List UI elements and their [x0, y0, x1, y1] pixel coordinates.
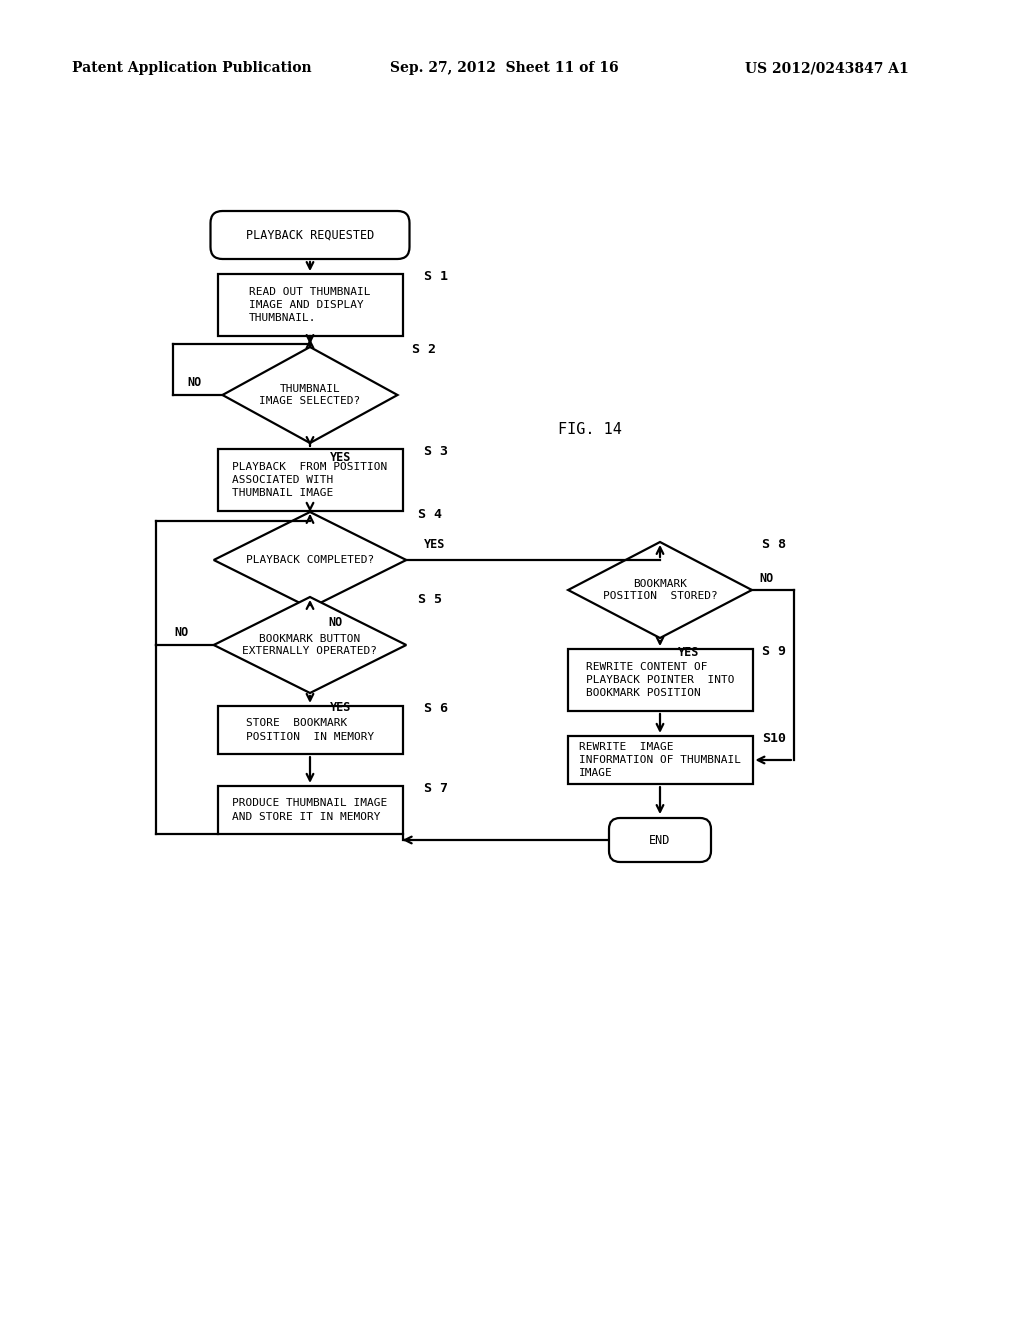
- Polygon shape: [568, 543, 752, 638]
- Text: S 9: S 9: [763, 645, 786, 657]
- Polygon shape: [214, 597, 407, 693]
- Text: YES: YES: [330, 701, 351, 714]
- Text: READ OUT THUMBNAIL
IMAGE AND DISPLAY
THUMBNAIL.: READ OUT THUMBNAIL IMAGE AND DISPLAY THU…: [249, 286, 371, 323]
- Text: THUMBNAIL
IMAGE SELECTED?: THUMBNAIL IMAGE SELECTED?: [259, 384, 360, 405]
- Text: PLAYBACK REQUESTED: PLAYBACK REQUESTED: [246, 228, 374, 242]
- Bar: [567, 649, 753, 711]
- Text: PRODUCE THUMBNAIL IMAGE
AND STORE IT IN MEMORY: PRODUCE THUMBNAIL IMAGE AND STORE IT IN …: [232, 799, 388, 821]
- Text: S 4: S 4: [418, 508, 442, 521]
- Polygon shape: [222, 347, 397, 444]
- Bar: [217, 275, 402, 337]
- Text: BOOKMARK BUTTON
EXTERNALLY OPERATED?: BOOKMARK BUTTON EXTERNALLY OPERATED?: [243, 634, 378, 656]
- FancyBboxPatch shape: [609, 818, 711, 862]
- Text: S 5: S 5: [418, 593, 442, 606]
- Text: S 1: S 1: [425, 271, 449, 282]
- Text: STORE  BOOKMARK
POSITION  IN MEMORY: STORE BOOKMARK POSITION IN MEMORY: [246, 718, 374, 742]
- Text: Sep. 27, 2012  Sheet 11 of 16: Sep. 27, 2012 Sheet 11 of 16: [390, 61, 618, 75]
- Bar: [217, 706, 402, 754]
- Text: US 2012/0243847 A1: US 2012/0243847 A1: [745, 61, 908, 75]
- Text: REWRITE CONTENT OF
PLAYBACK POINTER  INTO
BOOKMARK POSITION: REWRITE CONTENT OF PLAYBACK POINTER INTO…: [586, 661, 734, 698]
- Text: YES: YES: [678, 645, 699, 659]
- Text: S 3: S 3: [425, 445, 449, 458]
- Bar: [217, 449, 402, 511]
- Text: NO: NO: [187, 376, 202, 389]
- Text: S 2: S 2: [412, 343, 435, 356]
- Text: REWRITE  IMAGE
INFORMATION OF THUMBNAIL
IMAGE: REWRITE IMAGE INFORMATION OF THUMBNAIL I…: [579, 742, 741, 779]
- Text: S 7: S 7: [425, 781, 449, 795]
- Bar: [217, 785, 402, 834]
- Text: PLAYBACK COMPLETED?: PLAYBACK COMPLETED?: [246, 554, 374, 565]
- Text: END: END: [649, 833, 671, 846]
- Text: YES: YES: [424, 537, 445, 550]
- Text: S 8: S 8: [762, 539, 785, 550]
- Text: NO: NO: [328, 616, 342, 630]
- Text: NO: NO: [760, 572, 774, 585]
- Text: PLAYBACK  FROM POSITION
ASSOCIATED WITH
THUMBNAIL IMAGE: PLAYBACK FROM POSITION ASSOCIATED WITH T…: [232, 462, 388, 498]
- Text: BOOKMARK
POSITION  STORED?: BOOKMARK POSITION STORED?: [603, 579, 718, 601]
- Text: S 6: S 6: [425, 702, 449, 715]
- Text: YES: YES: [330, 451, 351, 465]
- Text: Patent Application Publication: Patent Application Publication: [72, 61, 311, 75]
- Text: NO: NO: [175, 627, 188, 639]
- FancyBboxPatch shape: [211, 211, 410, 259]
- Text: FIG. 14: FIG. 14: [558, 422, 622, 437]
- Bar: [567, 735, 753, 784]
- Text: S10: S10: [763, 731, 786, 744]
- Polygon shape: [214, 512, 407, 609]
